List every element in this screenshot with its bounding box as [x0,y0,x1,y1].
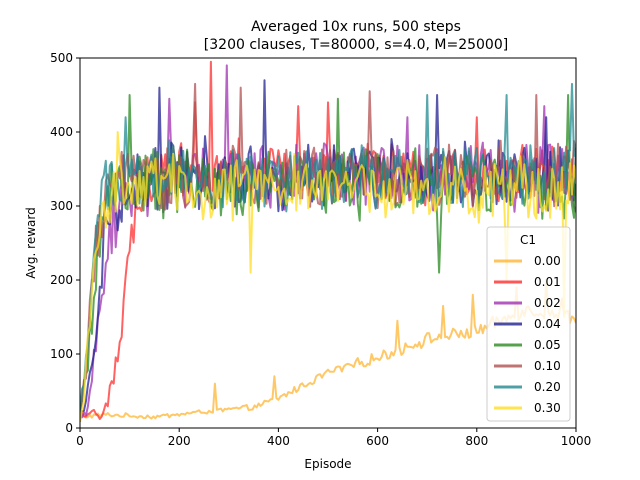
y-tick-label: 500 [50,51,73,65]
legend-label: 0.00 [534,254,561,268]
legend-items: 0.00 0.01 0.02 0.04 0.05 0.10 0.20 0.30 [494,254,561,415]
y-axis: 0 100 200 300 400 500 [50,51,80,435]
series-line-0-30 [80,131,576,422]
y-axis-label: Avg. reward [24,207,38,278]
x-axis: 0 200 400 600 800 1000 [76,428,591,448]
x-tick-label: 400 [267,434,290,448]
y-tick-label: 200 [50,273,73,287]
legend-label: 0.05 [534,338,561,352]
x-tick-label: 0 [76,434,84,448]
x-axis-label: Episode [304,457,351,471]
y-tick-label: 400 [50,125,73,139]
x-tick-label: 600 [366,434,389,448]
legend-label: 0.10 [534,359,561,373]
legend-label: 0.02 [534,296,561,310]
legend: C1 0.00 0.01 0.02 0.04 0.05 0.10 0.20 0.30 [486,226,571,422]
x-tick-label: 200 [168,434,191,448]
legend-title: C1 [520,233,536,247]
legend-label: 0.04 [534,317,561,331]
legend-box [486,226,571,422]
legend-label: 0.20 [534,380,561,394]
legend-label: 0.01 [534,275,561,289]
legend-label: 0.30 [534,401,561,415]
chart-subtitle: [3200 clauses, T=80000, s=4.0, M=25000] [204,37,508,53]
x-tick-label: 1000 [561,434,592,448]
y-tick-label: 100 [50,347,73,361]
chart-title: Averaged 10x runs, 500 steps [251,19,461,35]
y-tick-label: 300 [50,199,73,213]
y-tick-label: 0 [65,421,73,435]
series-layer [80,60,576,422]
x-tick-label: 800 [465,434,488,448]
plot-frame [79,57,577,429]
